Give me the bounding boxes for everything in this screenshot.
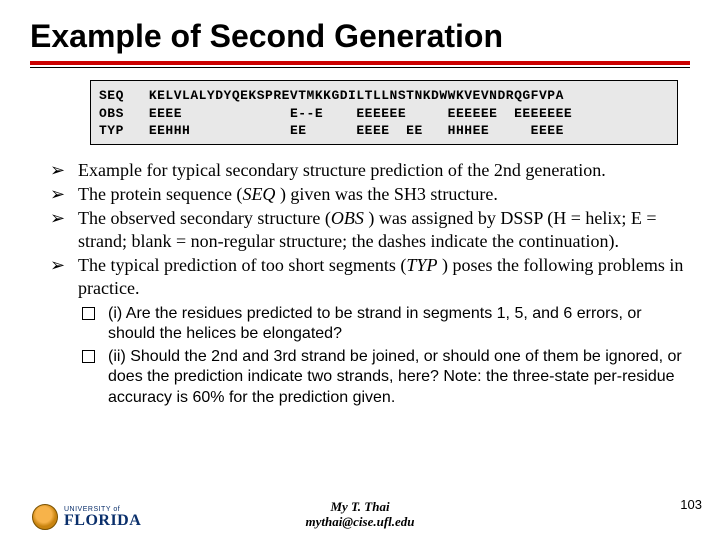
sequence-box: SEQ KELVLALYDYQEKSPREVTMKKGDILTLLNSTNKDW… [90, 80, 678, 145]
seq-label-seq: SEQ [99, 88, 124, 103]
seq-label-typ: TYP [99, 123, 124, 138]
bullet-list: Example for typical secondary structure … [30, 159, 684, 300]
page-number: 103 [680, 497, 702, 512]
author-name: My T. Thai [305, 499, 414, 515]
bullet-item: The protein sequence (SEQ ) given was th… [50, 183, 684, 206]
bullet-item: Example for typical secondary structure … [50, 159, 684, 182]
university-logo: UNIVERSITY of FLORIDA [32, 504, 141, 530]
university-line2: FLORIDA [64, 513, 141, 529]
author-email: mythai@cise.ufl.edu [305, 514, 414, 530]
sub-bullet-list: (i) Are the residues predicted to be str… [30, 304, 684, 408]
sub-bullet-item: (i) Are the residues predicted to be str… [82, 304, 684, 345]
slide-title: Example of Second Generation [30, 18, 690, 55]
bullet-item: The observed secondary structure (OBS ) … [50, 207, 684, 253]
seq-label-obs: OBS [99, 106, 124, 121]
seq-line-obs: EEEE E--E EEEEEE EEEEEE EEEEEEE [141, 106, 573, 121]
seq-line-typ: EEHHH EE EEEE EE HHHEE EEEE [141, 123, 564, 138]
title-rule-thin [30, 67, 690, 68]
title-rule-thick [30, 61, 690, 65]
seq-line-seq: KELVLALYDYQEKSPREVTMKKGDILTLLNSTNKDWWKVE… [149, 88, 564, 103]
sub-bullet-item: (ii) Should the 2nd and 3rd strand be jo… [82, 347, 684, 408]
university-text: UNIVERSITY of FLORIDA [64, 506, 141, 529]
bullet-item: The typical prediction of too short segm… [50, 254, 684, 300]
seal-icon [32, 504, 58, 530]
author-block: My T. Thai mythai@cise.ufl.edu [305, 499, 414, 530]
footer: UNIVERSITY of FLORIDA My T. Thai mythai@… [0, 488, 720, 530]
